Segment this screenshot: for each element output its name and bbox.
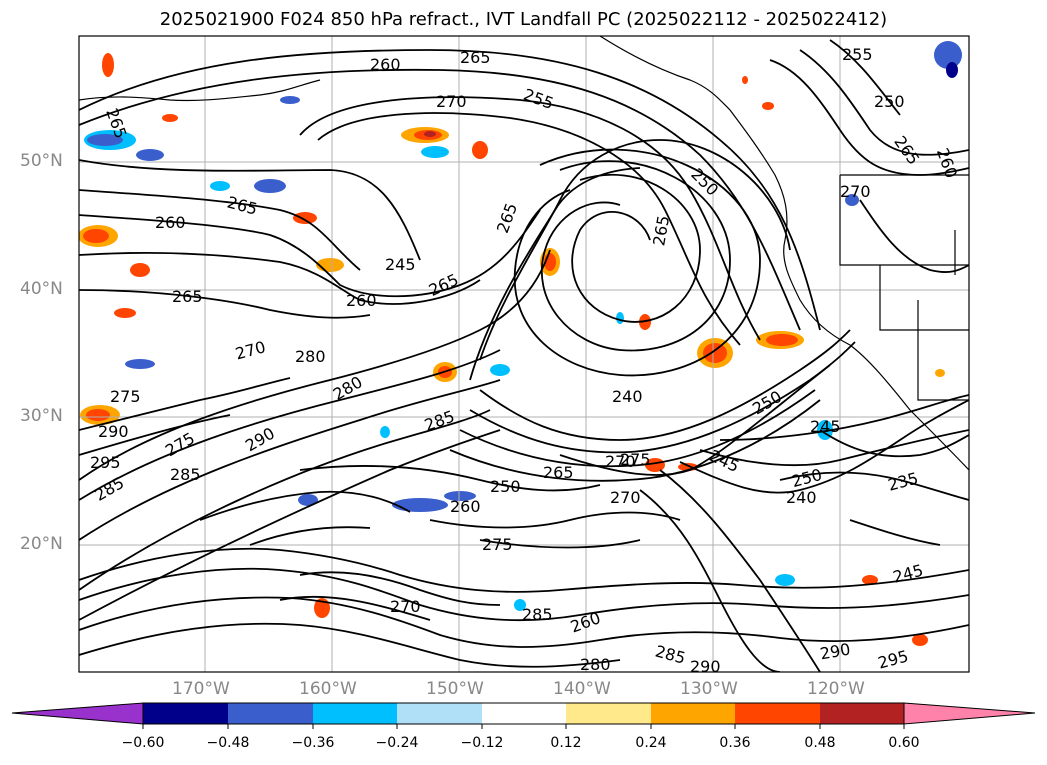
contour-label: 275 <box>620 450 651 469</box>
contour-label: 245 <box>810 417 841 436</box>
contour-label: 245 <box>385 255 416 274</box>
colorbar-tick-label: 0.60 <box>888 735 920 751</box>
lat-label: 50°N <box>20 151 63 171</box>
contour-label: 260 <box>450 497 481 516</box>
colorbar-tick-label: 0.48 <box>804 735 836 751</box>
contour-label: 275 <box>110 387 141 406</box>
lon-label: 170°W <box>172 679 230 699</box>
contour-label: 260 <box>346 291 377 310</box>
lat-label: 20°N <box>20 534 63 554</box>
colorbar-bin <box>228 703 313 724</box>
colorbar-tick-label: −0.36 <box>291 735 335 751</box>
colorbar-bin <box>820 703 904 724</box>
coastlines <box>79 36 969 471</box>
colorbar-bin <box>482 703 566 724</box>
colorbar-tick-label: 0.36 <box>719 735 751 751</box>
contour-label: 250 <box>490 477 521 496</box>
colorbar-bin <box>651 703 735 724</box>
contour-label: 285 <box>170 465 201 484</box>
colorbar-tick-label: −0.24 <box>375 735 419 751</box>
lon-label: 120°W <box>807 679 865 699</box>
contour-label: 240 <box>786 488 817 507</box>
contour-label: 260 <box>370 55 401 74</box>
contour-label: 250 <box>874 92 905 111</box>
contour-label: 260 <box>155 213 186 232</box>
colorbar-bin <box>313 703 397 724</box>
contour-label: 255 <box>842 45 873 64</box>
contour-label: 280 <box>580 655 611 674</box>
contour-label: 265 <box>460 48 491 67</box>
plot-frame <box>78 35 970 673</box>
colorbar-max-extension <box>903 702 1036 725</box>
colorbar-bin <box>143 703 228 724</box>
contour-label: 280 <box>295 347 326 366</box>
colorbar-tick-label: −0.48 <box>206 735 250 751</box>
contour-label: 295 <box>90 453 121 472</box>
contour-label: 270 <box>605 452 636 471</box>
lon-label: 140°W <box>553 679 611 699</box>
filled-anomaly-layer <box>79 41 962 646</box>
lat-label: 40°N <box>20 279 63 299</box>
lon-label: 130°W <box>680 679 738 699</box>
colorbar-min-extension <box>11 702 144 725</box>
contour-label: 290 <box>690 657 721 676</box>
map-title: 2025021900 F024 850 hPa refract., IVT La… <box>159 9 888 30</box>
contour-label: 270 <box>610 488 641 507</box>
contour-label: 265 <box>172 287 203 306</box>
contour-label: 265 <box>543 463 574 482</box>
contour-label: 275 <box>482 535 513 554</box>
colorbar-tick-label: 0.24 <box>635 735 667 751</box>
colorbar-tick-label: 0.12 <box>550 735 582 751</box>
contour-label: 270 <box>840 182 871 201</box>
lon-label: 150°W <box>426 679 484 699</box>
lat-label: 30°N <box>20 406 63 426</box>
plot-area <box>79 36 969 672</box>
colorbar-bin <box>397 703 482 724</box>
gridlines <box>79 36 969 672</box>
colorbar-tick-label: −0.12 <box>460 735 504 751</box>
refractivity-contours <box>79 39 969 672</box>
contour-label: 270 <box>390 597 421 616</box>
lon-label: 160°W <box>299 679 357 699</box>
contour-label: 290 <box>98 422 129 441</box>
colorbar-bin <box>735 703 820 724</box>
contour-label: 285 <box>522 605 553 624</box>
contour-label: 270 <box>436 92 467 111</box>
colorbar <box>11 702 1036 729</box>
colorbar-bin <box>566 703 651 724</box>
contour-label: 240 <box>612 387 643 406</box>
colorbar-tick-label: −0.60 <box>121 735 165 751</box>
